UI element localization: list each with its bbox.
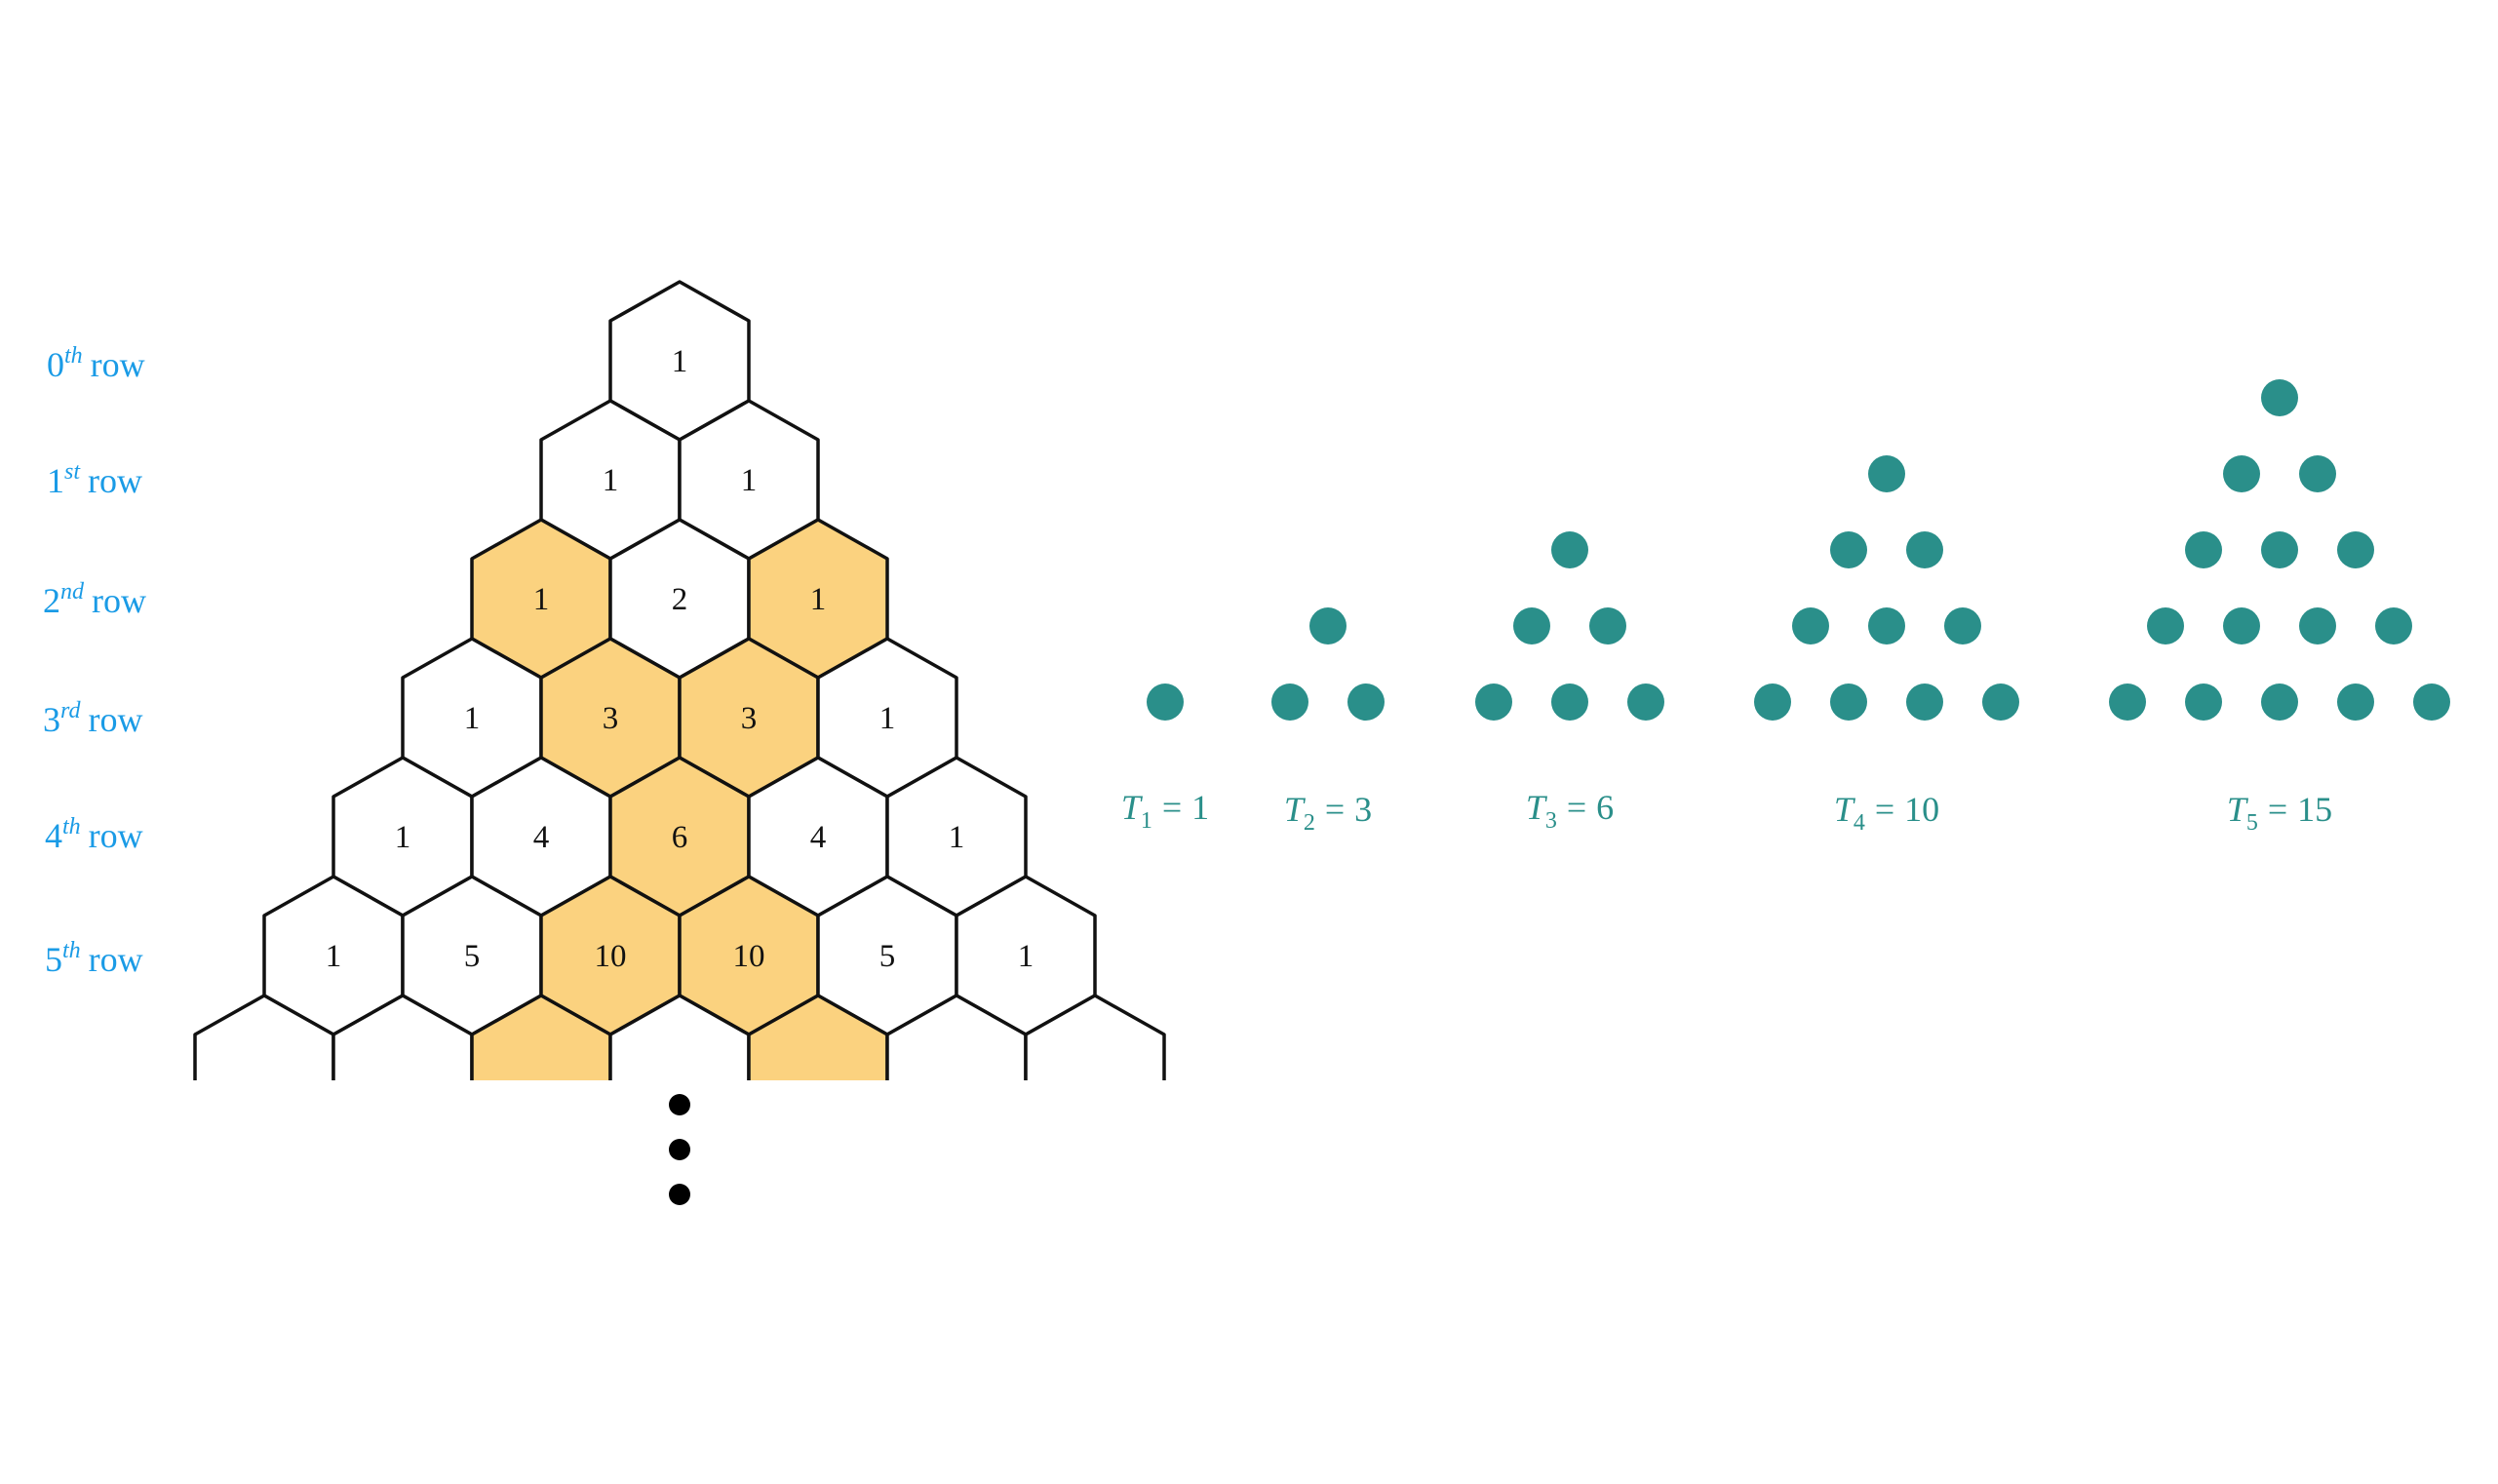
hex-cell [1024,994,1166,1080]
row-label-5: 5th row [45,938,143,979]
triangular-dot [1475,683,1512,721]
pascal-number: 1 [741,463,758,498]
ellipsis-dot [669,1139,690,1160]
pascal-number: 4 [533,820,550,855]
triangular-figure-t4 [1754,455,2019,721]
caption-t2: T2 = 3 [1284,790,1372,836]
ellipsis-dot [669,1184,690,1205]
triangular-dot [1309,607,1347,644]
row-label-2: 2nd row [43,579,146,620]
pascal-number: 6 [672,820,688,855]
pascal-number: 3 [603,701,619,736]
row-label-0: 0th row [47,343,145,384]
triangular-number-dots [1147,379,2450,721]
row-label-1: 1st row [47,459,142,500]
pascal-number: 2 [672,582,688,617]
triangular-dot [1589,607,1626,644]
pascal-number: 1 [533,582,550,617]
ellipsis-dot [669,1094,690,1115]
triangular-dot [2223,455,2260,492]
pascal-number: 1 [672,344,688,379]
triangular-dot [1792,607,1829,644]
triangular-figure-t5 [2109,379,2450,721]
triangular-number-captions: T1 = 1 T2 = 3 T3 = 6 T4 = 10 T5 = 15 [1121,788,2332,836]
triangular-dot [1830,531,1867,568]
caption-t3: T3 = 6 [1526,788,1614,834]
triangular-dot [1513,607,1550,644]
triangular-dot [1627,683,1664,721]
pascal-number: 1 [1018,939,1034,974]
triangular-dot [2337,531,2374,568]
pascal-number: 1 [603,463,619,498]
pascal-number: 1 [879,701,896,736]
triangular-dot [2109,683,2146,721]
triangular-dot [2413,683,2450,721]
triangular-dot [1551,683,1588,721]
continuation-ellipsis [669,1094,690,1205]
caption-t5: T5 = 15 [2227,790,2332,836]
pascal-number: 5 [879,939,896,974]
pascal-number: 3 [741,701,758,736]
caption-t1: T1 = 1 [1121,788,1209,834]
triangular-dot [1754,683,1791,721]
triangular-dot [2223,607,2260,644]
row-label-3: 3rd row [43,698,142,739]
triangular-figure-t3 [1475,531,1664,721]
pascal-number: 1 [395,820,411,855]
triangular-dot [1830,683,1867,721]
triangular-dot [2147,607,2184,644]
pascal-number: 10 [595,939,627,974]
caption-t4: T4 = 10 [1834,790,1939,836]
triangular-dot [2299,455,2336,492]
pascal-number: 10 [733,939,765,974]
triangular-dot [2185,683,2222,721]
triangular-dot [2261,531,2298,568]
row-label-4: 4th row [45,814,143,855]
triangular-dot [1347,683,1385,721]
pascal-number: 5 [464,939,481,974]
triangular-dot [1147,683,1184,721]
triangular-dot [1271,683,1308,721]
triangular-dot [1944,607,1981,644]
pascal-hex-grid [193,280,1166,1080]
pascal-number: 1 [949,820,965,855]
triangular-dot [1868,455,1905,492]
triangular-dot [2261,379,2298,416]
triangular-figure-t1 [1147,683,1184,721]
pascal-numbers: 1 1 1 1 2 1 1 3 3 1 1 4 6 4 1 1 5 10 10 5 1 [326,344,1034,974]
triangular-dot [2337,683,2374,721]
triangular-dot [1551,531,1588,568]
row-labels: 0th row 1st row 2nd row 3rd row 4th row 5th ro… [43,343,146,979]
triangular-dot [1868,607,1905,644]
triangular-dot [2185,531,2222,568]
triangular-dot [2375,607,2412,644]
triangular-dot [2299,607,2336,644]
triangular-figure-t2 [1271,607,1385,721]
pascal-number: 1 [810,582,827,617]
triangular-dot [1906,683,1943,721]
triangular-dot [1906,531,1943,568]
pascal-number: 1 [326,939,342,974]
pascal-number: 1 [464,701,481,736]
triangular-dot [2261,683,2298,721]
triangular-dot [1982,683,2019,721]
pascal-number: 4 [810,820,827,855]
